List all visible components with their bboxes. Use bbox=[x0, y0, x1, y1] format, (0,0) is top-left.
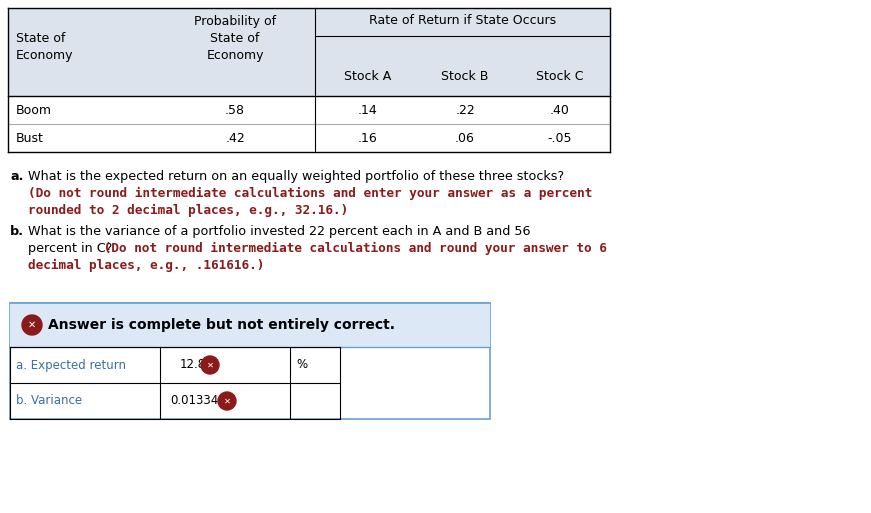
Text: Answer is complete but not entirely correct.: Answer is complete but not entirely corr… bbox=[48, 318, 395, 332]
Text: b. Variance: b. Variance bbox=[16, 394, 82, 407]
Text: 12.87: 12.87 bbox=[180, 359, 213, 371]
Text: rounded to 2 decimal places, e.g., 32.16.): rounded to 2 decimal places, e.g., 32.16… bbox=[28, 204, 348, 217]
Text: What is the variance of a portfolio invested 22 percent each in A and B and 56: What is the variance of a portfolio inve… bbox=[28, 225, 530, 238]
Text: Economy: Economy bbox=[16, 49, 73, 62]
Text: ✕: ✕ bbox=[224, 397, 231, 405]
Text: ✕: ✕ bbox=[28, 320, 36, 330]
Text: What is the expected return on an equally weighted portfolio of these three stoc: What is the expected return on an equall… bbox=[28, 170, 564, 183]
Text: Rate of Return if State Occurs: Rate of Return if State Occurs bbox=[369, 14, 556, 28]
Text: percent in C?: percent in C? bbox=[28, 242, 112, 255]
Circle shape bbox=[22, 315, 42, 335]
Text: .58: .58 bbox=[225, 104, 245, 116]
Text: ✕: ✕ bbox=[206, 361, 213, 369]
Text: (Do not round intermediate calculations and round your answer to 6: (Do not round intermediate calculations … bbox=[96, 242, 607, 255]
Text: .06: .06 bbox=[455, 131, 475, 145]
Text: %: % bbox=[296, 359, 307, 371]
Text: a.: a. bbox=[10, 170, 24, 183]
FancyBboxPatch shape bbox=[10, 303, 490, 347]
Circle shape bbox=[201, 356, 219, 374]
Text: Stock A: Stock A bbox=[344, 69, 391, 83]
Text: Stock B: Stock B bbox=[442, 69, 489, 83]
Text: b.: b. bbox=[10, 225, 24, 238]
Text: .42: .42 bbox=[225, 131, 245, 145]
Text: State of: State of bbox=[16, 31, 65, 45]
Text: .40: .40 bbox=[550, 104, 570, 116]
Circle shape bbox=[218, 392, 236, 410]
Text: a. Expected return: a. Expected return bbox=[16, 359, 126, 371]
Text: .14: .14 bbox=[358, 104, 377, 116]
Text: Probability of: Probability of bbox=[194, 14, 276, 28]
Text: Stock C: Stock C bbox=[537, 69, 584, 83]
Text: State of: State of bbox=[210, 31, 260, 45]
Text: Economy: Economy bbox=[206, 49, 264, 62]
Text: (Do not round intermediate calculations and enter your answer as a percent: (Do not round intermediate calculations … bbox=[28, 187, 592, 200]
Text: -.05: -.05 bbox=[548, 131, 572, 145]
Text: decimal places, e.g., .161616.): decimal places, e.g., .161616.) bbox=[28, 259, 265, 272]
Text: Boom: Boom bbox=[16, 104, 52, 116]
Polygon shape bbox=[8, 8, 610, 96]
FancyBboxPatch shape bbox=[10, 303, 490, 419]
Text: Bust: Bust bbox=[16, 131, 44, 145]
Text: 0.013340: 0.013340 bbox=[170, 394, 226, 407]
Text: .22: .22 bbox=[456, 104, 475, 116]
Text: .16: .16 bbox=[358, 131, 377, 145]
